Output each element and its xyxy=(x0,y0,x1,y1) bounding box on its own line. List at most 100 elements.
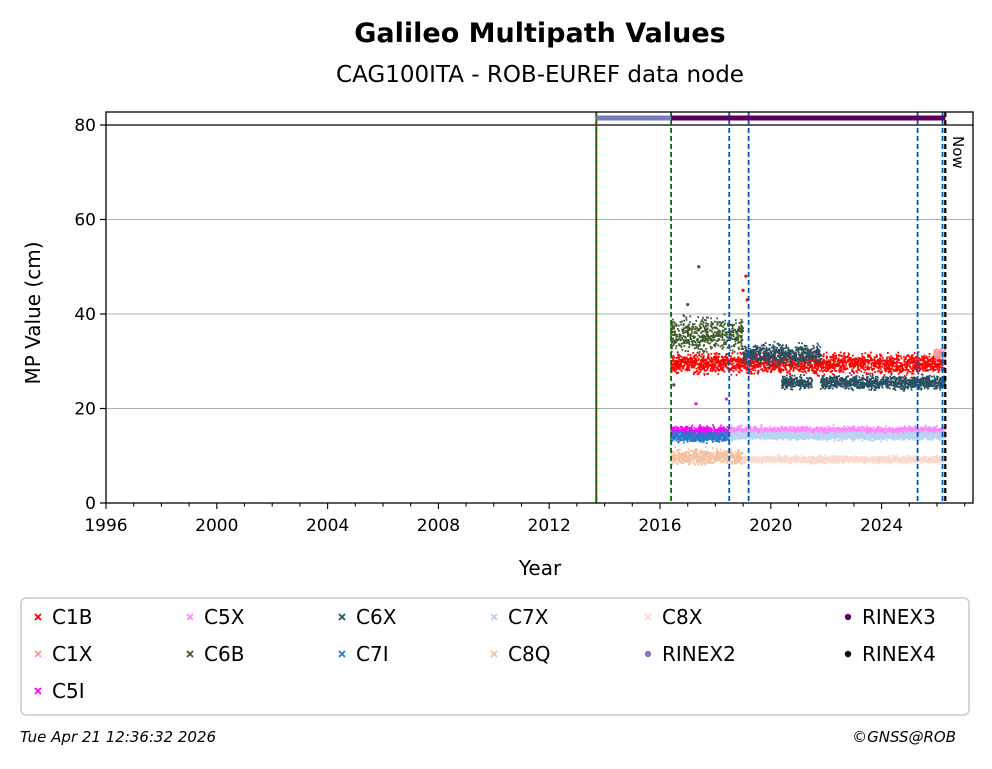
data-point xyxy=(724,428,726,431)
data-point xyxy=(919,363,922,366)
data-point xyxy=(690,357,693,360)
data-point xyxy=(898,369,901,372)
data-point xyxy=(701,359,704,362)
data-point xyxy=(696,355,699,358)
data-point xyxy=(671,340,674,343)
data-point xyxy=(839,359,842,362)
data-point xyxy=(696,327,699,329)
data-point xyxy=(872,426,875,429)
data-point xyxy=(708,428,711,431)
data-point xyxy=(736,335,739,338)
data-point xyxy=(827,359,830,362)
data-point xyxy=(673,370,676,372)
data-point xyxy=(693,323,696,325)
data-point xyxy=(833,351,836,354)
data-point xyxy=(765,428,768,430)
data-point xyxy=(677,367,680,370)
data-point xyxy=(722,431,725,433)
data-point xyxy=(767,430,770,433)
data-point xyxy=(740,325,743,327)
data-point xyxy=(866,361,869,363)
data-point xyxy=(914,367,917,370)
data-point xyxy=(711,326,713,329)
data-point xyxy=(685,427,688,430)
data-point xyxy=(840,359,843,361)
data-point xyxy=(737,426,739,429)
data-point xyxy=(861,365,864,367)
data-point xyxy=(848,372,851,374)
data-point xyxy=(711,346,713,349)
data-point xyxy=(737,328,739,331)
data-point xyxy=(671,325,674,327)
data-point xyxy=(817,363,820,366)
data-point xyxy=(718,364,721,366)
data-point xyxy=(793,366,795,369)
data-point xyxy=(876,429,879,432)
data-point xyxy=(828,367,830,369)
data-point xyxy=(673,367,676,370)
data-point xyxy=(790,364,792,367)
data-point xyxy=(758,365,760,368)
data-point xyxy=(819,366,822,368)
data-point xyxy=(830,355,833,358)
data-point xyxy=(794,362,797,365)
data-point xyxy=(713,365,716,368)
data-point xyxy=(798,369,801,371)
data-point xyxy=(702,365,705,368)
data-point xyxy=(763,431,765,434)
data-point xyxy=(689,363,692,366)
data-point xyxy=(821,370,824,373)
data-point xyxy=(894,369,897,371)
data-point xyxy=(912,372,915,375)
data-point xyxy=(838,361,841,364)
data-point xyxy=(829,365,831,368)
data-point xyxy=(778,368,781,371)
data-point xyxy=(840,366,843,369)
data-point xyxy=(904,366,907,369)
data-point xyxy=(879,371,882,374)
data-point xyxy=(702,325,705,328)
data-point xyxy=(680,323,682,326)
data-point xyxy=(818,374,821,377)
data-point xyxy=(893,431,895,434)
data-point xyxy=(847,359,850,362)
data-point xyxy=(864,369,867,371)
data-point xyxy=(842,371,845,373)
data-point xyxy=(931,360,934,363)
data-point xyxy=(829,356,832,359)
data-point xyxy=(903,427,905,430)
data-point xyxy=(854,363,857,366)
data-point xyxy=(815,362,818,364)
data-point xyxy=(707,337,709,340)
data-point xyxy=(776,365,779,368)
data-point xyxy=(851,426,854,428)
data-point xyxy=(829,367,832,370)
data-point xyxy=(741,345,744,348)
data-point xyxy=(709,360,712,363)
data-point xyxy=(779,371,782,374)
data-point xyxy=(702,355,705,357)
data-point xyxy=(822,430,824,432)
data-point xyxy=(869,426,872,429)
data-point xyxy=(691,335,694,338)
data-point xyxy=(789,366,792,369)
data-point xyxy=(681,365,684,368)
data-point xyxy=(767,361,770,364)
data-point xyxy=(680,355,683,358)
data-point xyxy=(927,363,930,366)
data-point xyxy=(779,368,782,371)
data-point xyxy=(682,342,684,345)
data-point xyxy=(850,362,853,364)
data-points xyxy=(670,265,947,466)
data-point xyxy=(898,429,901,432)
data-point xyxy=(782,365,785,368)
data-point xyxy=(939,357,942,360)
data-point xyxy=(837,360,840,362)
data-point xyxy=(794,429,797,431)
data-point xyxy=(674,367,677,370)
data-point xyxy=(759,365,762,368)
data-point xyxy=(837,362,840,365)
data-point xyxy=(731,366,734,369)
data-point xyxy=(912,357,915,360)
data-point xyxy=(883,367,886,369)
